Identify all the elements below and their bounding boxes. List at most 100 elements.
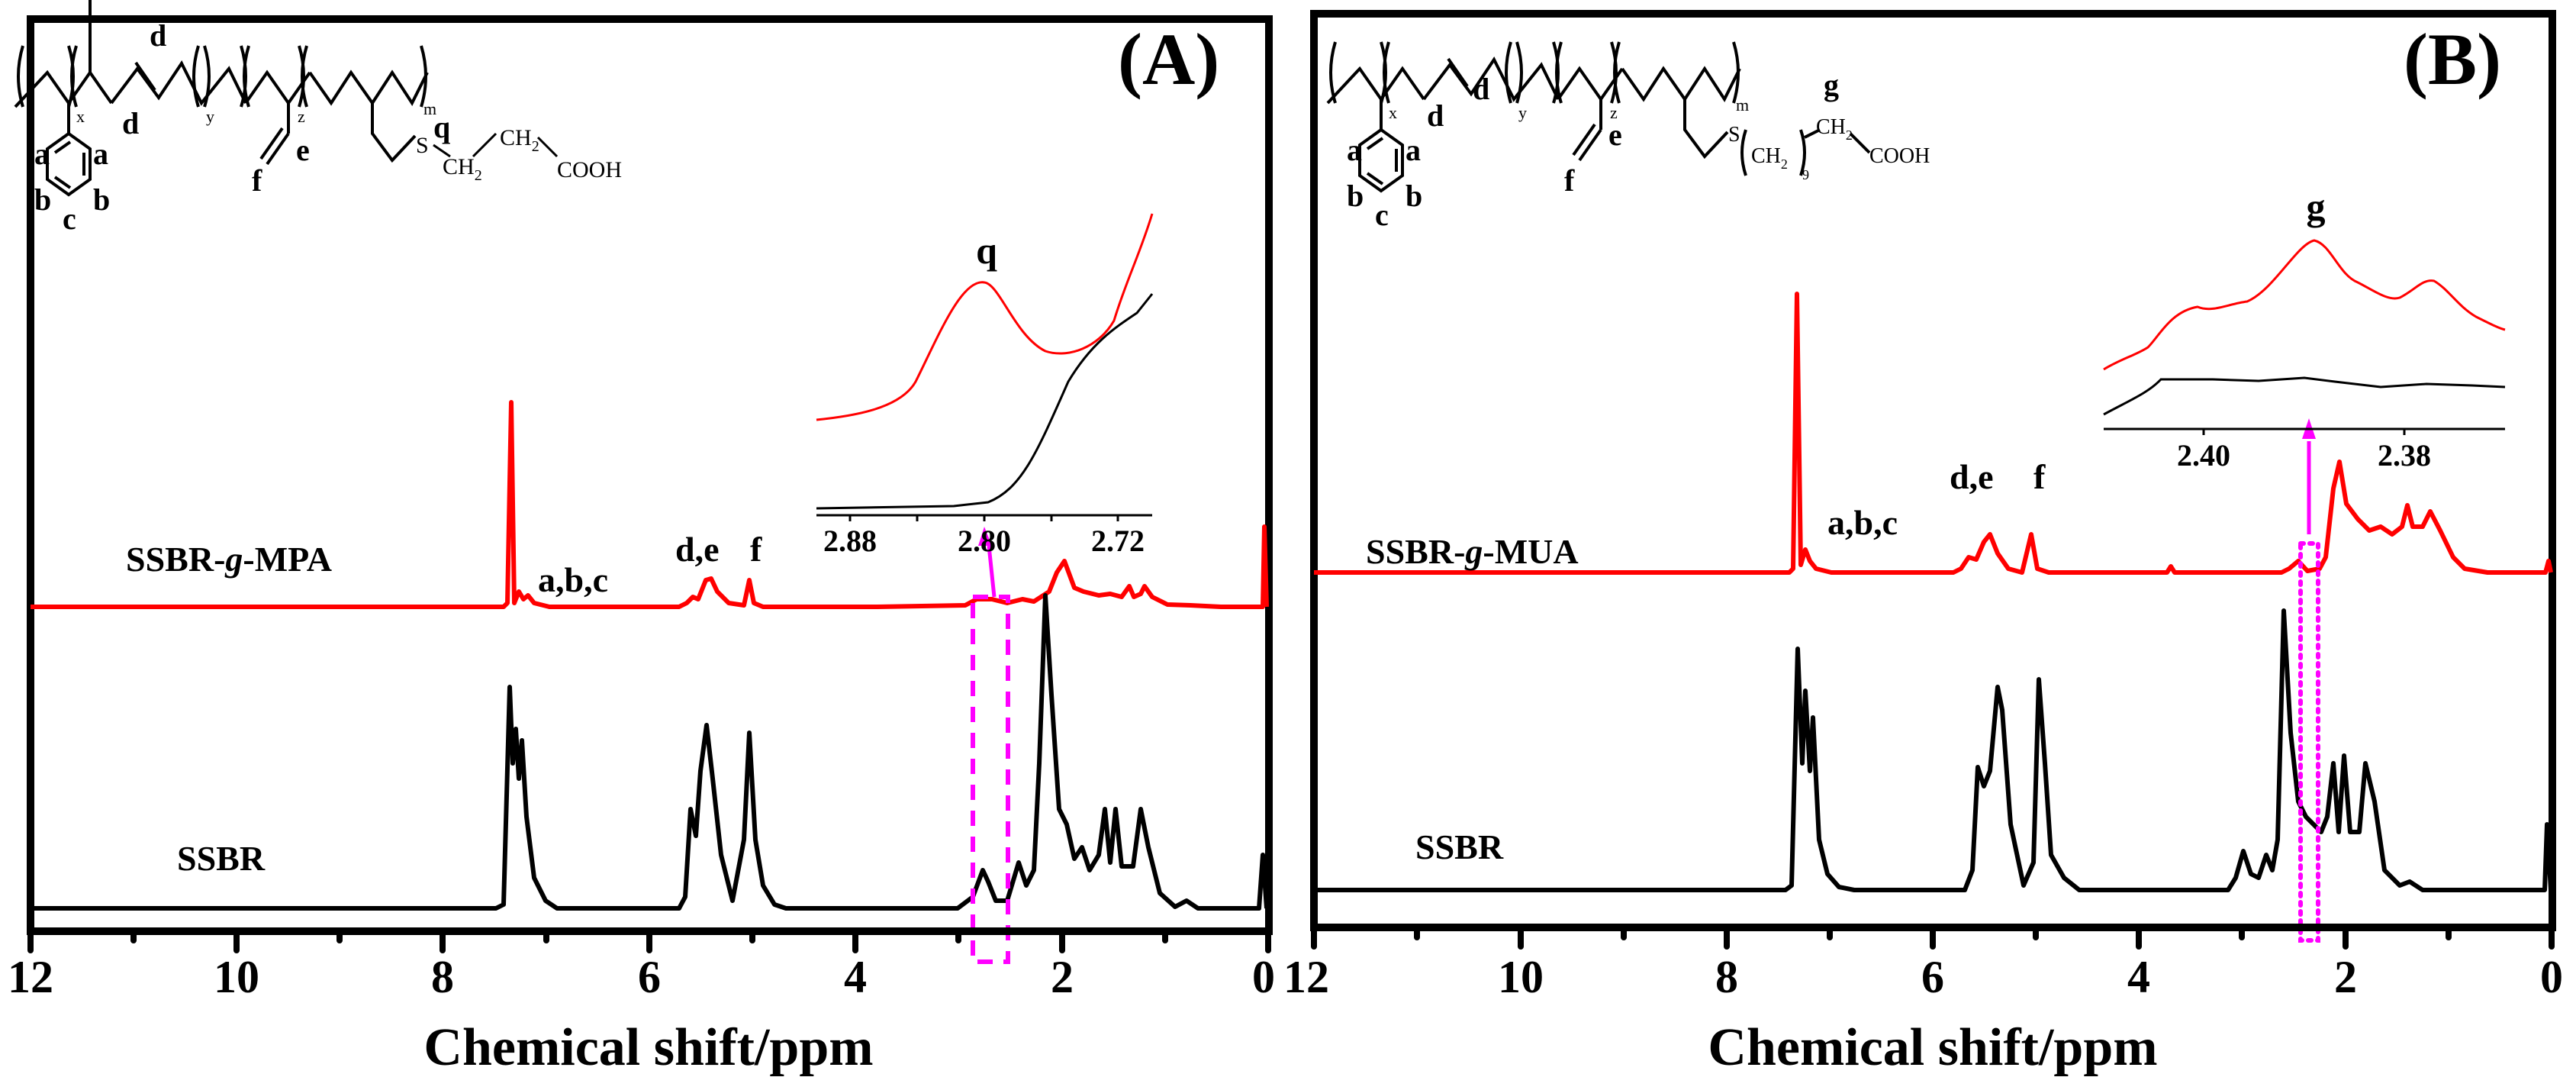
svg-text:S: S	[416, 133, 429, 158]
svg-text:f: f	[252, 163, 262, 198]
highlight-arrow-a	[987, 545, 997, 598]
inset-b: 2.40 2.38 g	[2103, 185, 2506, 472]
svg-text:CH2: CH2	[1751, 144, 1788, 172]
inset-a-black-trace	[816, 293, 1154, 510]
inset-b-red-trace	[2103, 239, 2506, 371]
x-tick-b-2: 2	[2334, 952, 2357, 1002]
svg-text:COOH: COOH	[557, 157, 622, 182]
svg-text:b: b	[93, 182, 110, 217]
x-axis-a: 12 10 8 6 4 2 0 Chemical shift/ppm	[8, 927, 1275, 1077]
spectrum-ssbr-g-mua	[1314, 292, 2553, 575]
svg-text:b: b	[1347, 179, 1364, 213]
svg-text:d: d	[1473, 72, 1489, 106]
svg-text:b: b	[34, 182, 51, 217]
inset-a: 2.88 2.80 2.72 q	[816, 213, 1154, 558]
inset-b-peak-label: g	[2307, 185, 2326, 228]
svg-text:COOH: COOH	[1869, 144, 1930, 168]
svg-text:m: m	[1736, 95, 1749, 114]
svg-text:a: a	[1347, 133, 1362, 167]
svg-text:CH2: CH2	[1816, 115, 1853, 143]
x-axis-title-a: Chemical shift/ppm	[423, 1018, 873, 1077]
peak-label-f-a: f	[750, 530, 762, 569]
panel-a-label: (A)	[1118, 18, 1219, 100]
inset-b-black-trace	[2103, 376, 2506, 416]
trace-label-ssbr-a: SSBR	[177, 839, 266, 878]
spectrum-ssbr-g-mpa	[31, 400, 1269, 609]
svg-text:S: S	[1728, 123, 1740, 147]
svg-text:z: z	[1610, 103, 1618, 122]
svg-text:d: d	[1427, 98, 1444, 133]
inset-a-ticks	[848, 515, 1119, 521]
x-tick-a-4: 4	[844, 952, 867, 1002]
panel-b-label: (B)	[2404, 18, 2501, 100]
panel-b-frame	[1310, 10, 2556, 931]
highlight-box-a	[971, 595, 1010, 964]
svg-text:9: 9	[1802, 167, 1809, 182]
svg-text:m: m	[423, 99, 436, 118]
x-tick-b-12: 12	[1283, 952, 1329, 1002]
x-axis-title-b: Chemical shift/ppm	[1708, 1018, 2157, 1077]
x-tick-a-2: 2	[1051, 952, 1074, 1002]
x-tick-b-10: 10	[1498, 952, 1544, 1002]
spectrum-ssbr-b	[1314, 608, 2553, 892]
svg-text:f: f	[1564, 163, 1575, 198]
x-tick-b-4: 4	[2127, 952, 2150, 1002]
peak-label-de-a: d,e	[675, 530, 720, 569]
x-tick-a-0: 0	[1252, 952, 1275, 1002]
svg-text:e: e	[296, 133, 310, 167]
svg-text:CH2: CH2	[500, 125, 539, 155]
peak-label-f-b: f	[2033, 457, 2046, 496]
svg-text:d: d	[150, 18, 166, 53]
inset-a-tick-288: 2.88	[823, 524, 877, 558]
svg-text:q: q	[433, 110, 450, 144]
highlight-box-b	[2298, 541, 2320, 943]
inset-a-peak-label: q	[976, 229, 997, 272]
inset-a-red-trace	[816, 213, 1154, 421]
svg-text:y: y	[206, 107, 214, 126]
svg-text:c: c	[1375, 198, 1389, 232]
x-tick-b-6: 6	[1921, 952, 1944, 1002]
structure-a-bonds-2	[433, 132, 559, 158]
inset-b-tick-238: 2.38	[2378, 438, 2431, 472]
svg-text:e: e	[1608, 118, 1622, 152]
svg-text:a: a	[34, 137, 50, 171]
svg-text:CH2: CH2	[443, 154, 482, 184]
svg-text:x: x	[1389, 103, 1397, 122]
trace-label-ssbr-g-mpa: SSBR-g-MPA	[126, 540, 332, 579]
x-tick-b-8: 8	[1715, 952, 1738, 1002]
svg-text:z: z	[298, 107, 305, 126]
inset-b-tick-240: 2.40	[2177, 438, 2230, 472]
spectrum-ssbr-a	[31, 593, 1269, 911]
structure-a-labels: x y z m a a b b c d d e f q S CH2 CH2 CO…	[34, 18, 622, 236]
svg-text:g: g	[1824, 68, 1839, 102]
x-tick-a-6: 6	[638, 952, 661, 1002]
structure-b-labels: x y z m a a b b c d d e f g S CH2 9 CH2 …	[1347, 68, 1930, 232]
peak-label-de-b: d,e	[1950, 457, 1994, 496]
trace-label-ssbr-g-mua: SSBR-g-MUA	[1366, 532, 1579, 571]
x-tick-a-8: 8	[431, 952, 454, 1002]
svg-text:a: a	[1406, 133, 1421, 167]
inset-a-tick-272: 2.72	[1091, 524, 1145, 558]
x-tick-a-12: 12	[8, 952, 53, 1002]
x-axis-b: 12 10 8 6 4 2 0 Chemical shift/ppm	[1283, 924, 2563, 1077]
svg-text:c: c	[63, 202, 76, 236]
trace-label-ssbr-b: SSBR	[1415, 827, 1504, 866]
svg-text:d: d	[122, 106, 139, 140]
panel-b: (B)	[1283, 10, 2563, 1077]
arrow-head-a-icon	[978, 527, 992, 546]
panel-a: (A)	[8, 0, 1275, 1077]
x-tick-b-0: 0	[2540, 952, 2563, 1002]
inset-b-ticks	[2202, 429, 2406, 435]
svg-text:x: x	[76, 107, 85, 126]
panel-a-frame	[27, 15, 1273, 935]
structure-a	[14, 0, 429, 197]
inset-a-tick-280: 2.80	[958, 524, 1011, 558]
svg-text:y: y	[1518, 103, 1527, 122]
x-tick-a-10: 10	[214, 952, 259, 1002]
svg-text:a: a	[93, 137, 108, 171]
structure-b	[1326, 41, 1871, 193]
peak-label-abc-b: a,b,c	[1827, 503, 1898, 542]
svg-text:b: b	[1406, 179, 1422, 213]
peak-label-abc-a: a,b,c	[538, 560, 608, 599]
